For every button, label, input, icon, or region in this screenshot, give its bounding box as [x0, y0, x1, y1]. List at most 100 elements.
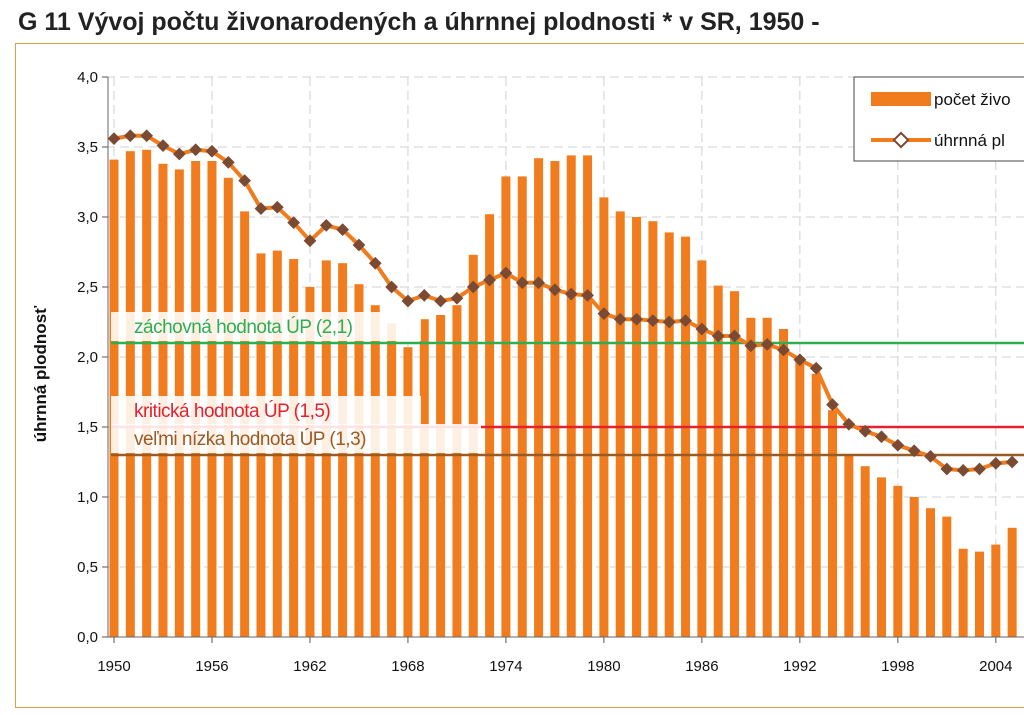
bar	[681, 236, 691, 637]
bar	[615, 211, 625, 637]
reference-label-bg	[111, 312, 421, 341]
y-axis-label: úhrnná plodnosť	[31, 305, 50, 442]
legend-line-label: úhrnná pl	[934, 131, 1005, 150]
line-point	[238, 174, 252, 187]
legend-bar-swatch	[871, 92, 931, 106]
line-point	[254, 202, 268, 215]
bar	[697, 260, 707, 637]
y-tick-label: 3,0	[77, 209, 98, 226]
x-tick-label: 1956	[195, 658, 228, 675]
legend: počet živo úhrnná pl	[853, 76, 1024, 162]
line-point	[303, 234, 317, 248]
line-point	[483, 273, 496, 287]
line-point	[973, 462, 986, 476]
bar	[893, 485, 903, 637]
line-point	[156, 139, 170, 152]
reference-line-label: kritická hodnota ÚP (1,5)	[134, 400, 330, 422]
bar	[403, 347, 413, 637]
y-tick-label: 2,0	[77, 349, 98, 366]
bar	[142, 149, 152, 638]
line-point	[123, 129, 137, 143]
bar	[354, 284, 364, 637]
line-point	[368, 256, 382, 270]
bar	[419, 319, 429, 637]
x-tick-label: 1974	[489, 658, 522, 675]
bar	[599, 197, 609, 637]
legend-box	[853, 76, 1024, 162]
y-tick-label: 3,5	[77, 139, 98, 156]
line-point	[319, 219, 333, 232]
legend-line-marker	[892, 131, 910, 149]
footnote-cropped	[18, 708, 1024, 715]
bar	[746, 317, 756, 637]
x-tick-label: 1986	[685, 658, 718, 675]
x-tick-label: 1992	[783, 658, 816, 675]
reference-line-label: veľmi nízka hodnota ÚP (1,3)	[134, 428, 366, 450]
y-tick-label: 4,0	[77, 69, 98, 86]
y-tick-label: 2,5	[77, 279, 98, 296]
bar	[583, 155, 593, 637]
bar	[926, 508, 935, 637]
bar	[877, 477, 887, 637]
bar	[125, 151, 135, 637]
bar	[779, 329, 789, 637]
line-point	[205, 144, 219, 158]
bar	[550, 161, 560, 637]
bar	[860, 466, 870, 637]
bar	[909, 497, 919, 637]
x-tick-label: 1962	[293, 658, 326, 675]
bar	[844, 455, 854, 637]
x-tick-label: 1980	[587, 658, 620, 675]
line-point	[499, 266, 513, 280]
line-point	[466, 280, 480, 294]
bar	[730, 291, 740, 637]
y-tick-label: 1,0	[77, 489, 98, 506]
bar	[485, 214, 495, 637]
bar	[811, 373, 821, 637]
bar	[534, 158, 544, 637]
bar	[1007, 527, 1017, 637]
bar	[713, 285, 723, 637]
x-tick-label: 1968	[391, 658, 424, 675]
x-tick-label: 2004	[979, 658, 1012, 675]
y-tick-label: 0,0	[77, 629, 98, 646]
bar	[958, 548, 968, 637]
chart-frame: záchovná hodnota ÚP (2,1) kritická hodnot…	[15, 43, 1024, 708]
line-point	[385, 280, 398, 294]
line-point	[352, 238, 366, 252]
bar	[942, 516, 952, 637]
x-tick-label: 1950	[97, 658, 130, 675]
y-tick-label: 1,5	[77, 419, 98, 436]
bar	[566, 155, 576, 637]
bar	[305, 287, 315, 637]
line-point	[989, 457, 1003, 470]
line-point	[270, 200, 284, 214]
line-point	[287, 216, 300, 229]
line-point	[107, 132, 121, 145]
chart: záchovná hodnota ÚP (2,1) kritická hodnot…	[31, 69, 1024, 675]
x-tick-label: 1998	[881, 658, 914, 675]
bars-series	[109, 149, 1017, 638]
line-point	[417, 289, 431, 302]
bar	[991, 544, 1001, 637]
bar	[828, 410, 838, 637]
line-point	[450, 291, 464, 305]
bar	[795, 357, 805, 637]
reference-label-bg	[111, 396, 421, 425]
reference-lines: záchovná hodnota ÚP (2,1) kritická hodnot…	[111, 312, 1024, 457]
reference-label-bg	[111, 424, 481, 453]
bar	[436, 315, 446, 637]
line-point	[956, 464, 970, 477]
bar	[517, 176, 527, 637]
chart-title: G 11 Vývoj počtu živonarodených a úhrnne…	[18, 8, 820, 36]
line-point	[336, 223, 349, 236]
bar	[452, 305, 462, 637]
bar	[974, 551, 984, 637]
line-point	[172, 147, 186, 161]
bar	[501, 176, 511, 637]
line-point	[189, 143, 203, 157]
line-point	[1005, 455, 1019, 469]
bar	[648, 221, 658, 637]
y-tick-label: 0,5	[77, 559, 98, 576]
line-point	[401, 294, 415, 308]
